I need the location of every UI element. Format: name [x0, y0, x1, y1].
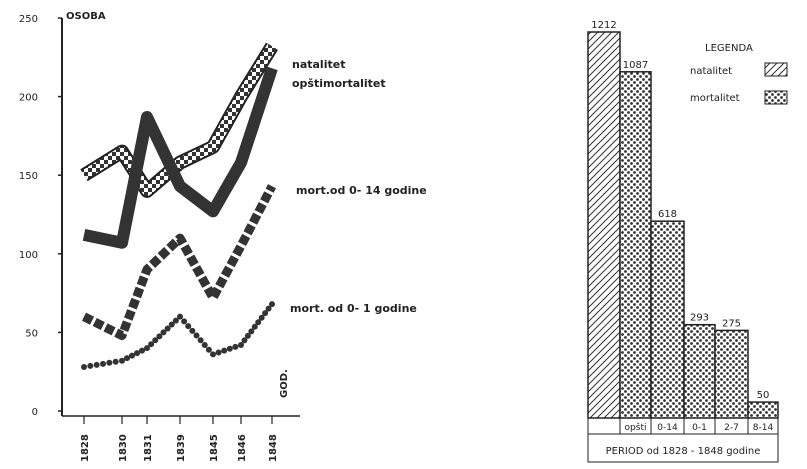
bar	[619, 71, 652, 419]
line-mort-0-1-dot	[164, 325, 171, 332]
line-mort-0-1-dot	[244, 332, 251, 339]
line-mort-0-1-dot	[139, 347, 145, 354]
legend: LEGENDA natalitet mortalitet	[690, 43, 788, 105]
bar-value-label: 1087	[623, 60, 648, 71]
bar-category-label: opšti	[625, 422, 647, 433]
line-mort-0-1-dot	[238, 341, 244, 348]
bar	[747, 401, 779, 419]
x-tick-label: 1848	[268, 434, 279, 462]
y-tick-label: 0	[32, 407, 38, 418]
period-label: PERIOD od 1828 - 1848 godine	[606, 446, 761, 457]
line-mort-0-1-dot	[134, 350, 140, 357]
series-mort-od-0-14-godine	[81, 184, 276, 341]
bar	[650, 220, 685, 419]
y-tick-label: 200	[19, 93, 38, 104]
line-mort-0-1-dot	[269, 301, 275, 308]
line-mort-0-1-dot	[232, 343, 239, 350]
line-mort-0-1-dot	[152, 337, 159, 344]
data-point	[213, 297, 214, 298]
legend-label-mortalitet: mortalitet	[690, 93, 740, 104]
line-mort-0-1-dot	[181, 318, 188, 325]
bar-category-label: 0-1	[692, 423, 707, 433]
y-tick-label: 250	[19, 14, 38, 25]
bar-value-label: 275	[722, 318, 741, 329]
line-mort-0-1-dot	[106, 359, 113, 366]
line-mort-0-1-dot	[129, 352, 135, 359]
bar-category-label: 0-14	[657, 423, 678, 433]
line-mort-0-1-dot	[265, 305, 272, 312]
line-mort-0-1-dot	[81, 363, 87, 370]
series-label-mort-0-1: mort. od 0- 1 godine	[290, 302, 417, 315]
line-mort-0-1-dot	[160, 329, 167, 336]
line-mort-0-1-dot	[197, 337, 204, 344]
bar	[683, 323, 716, 419]
line-mort-0-1-dot	[215, 349, 222, 356]
series-label-opstimortalitet: opštimortalitet	[292, 77, 386, 90]
line-mort-0-1-dot	[201, 341, 208, 348]
line-opstimortalitet	[82, 66, 278, 249]
x-tick-label: 1845	[209, 434, 220, 462]
y-tick-label: 150	[19, 171, 38, 182]
y-axis-label: OSOBA	[66, 11, 106, 22]
line-mort-0-1-dot	[248, 328, 255, 335]
line-mort-0-1-dot	[205, 346, 212, 353]
line-mort-0-1-dot	[148, 341, 155, 348]
legend-label-natalitet: natalitet	[690, 66, 732, 77]
series-natalitet	[80, 42, 278, 198]
line-mort-0-1-dot	[93, 361, 100, 368]
x-tick-label: 1846	[237, 434, 248, 462]
line-mort-0-1-dot	[185, 323, 192, 330]
bar-category-label: 8-14	[753, 423, 774, 433]
line-mort-0-1-dot	[144, 345, 150, 352]
line-mort-0-1-dot	[87, 362, 94, 369]
series-label-natalitet: natalitet	[292, 58, 345, 71]
line-mort-0-1-dot	[156, 333, 163, 340]
line-mort-0-1-dot	[193, 332, 200, 339]
line-mort-0-1-dot	[189, 327, 196, 334]
bar-category-label: 2-7	[724, 423, 739, 433]
series-op-timortalitet	[82, 66, 278, 249]
x-tick-label: 1831	[143, 434, 154, 462]
line-mort-0-1-dot	[255, 319, 262, 326]
line-mort-0-1-dot	[251, 323, 258, 330]
bar-value-label: 293	[690, 313, 709, 324]
legend-swatch-natalitet	[764, 62, 788, 77]
series-mort-od-0-1-godine	[81, 301, 275, 370]
line-mort-0-1-dot	[124, 355, 130, 362]
line-chart: OSOBA GOD. 0 50 100 150 200 250 1828 1830 1831 1…	[19, 11, 427, 462]
line-mort-0-1-dot	[168, 321, 175, 328]
x-tick-label: 1839	[176, 434, 187, 462]
y-tick-label: 100	[19, 250, 38, 261]
line-mort-0-1-dot	[258, 314, 265, 321]
line-mort-0-1-dot	[241, 337, 248, 344]
line-mort-0-1-dot	[221, 347, 228, 354]
data-point	[241, 245, 242, 246]
x-tick-label: 1828	[80, 434, 91, 462]
line-mort-0-1-dot	[100, 360, 106, 367]
line-mort-0-1-dot	[119, 357, 125, 364]
line-natalitet	[81, 43, 277, 196]
line-mort-0-1-dot	[112, 358, 119, 365]
line-mort-0-1-dot	[226, 345, 233, 352]
legend-swatch-mortalitet	[764, 90, 788, 105]
bar	[587, 31, 621, 419]
line-mort-0-1-dot	[210, 351, 216, 358]
y-tick-label: 50	[25, 328, 38, 339]
legend-title: LEGENDA	[705, 43, 753, 54]
bar-value-label: 50	[757, 390, 770, 401]
series-label-mort-0-14: mort.od 0- 14 godine	[296, 184, 427, 197]
x-tick-label: 1830	[118, 434, 129, 462]
category-box	[587, 417, 779, 435]
x-axis-label: GOD.	[279, 369, 290, 398]
line-mort-0-14	[81, 184, 276, 341]
bar-value-label: 618	[658, 209, 677, 220]
bar-value-label: 1212	[591, 20, 616, 31]
line-mort-0-1-dot	[262, 310, 269, 317]
line-mort-0-1-dot	[177, 313, 183, 320]
bar	[714, 329, 749, 419]
line-mort-0-1-dot	[172, 317, 179, 324]
period-box	[587, 433, 779, 463]
